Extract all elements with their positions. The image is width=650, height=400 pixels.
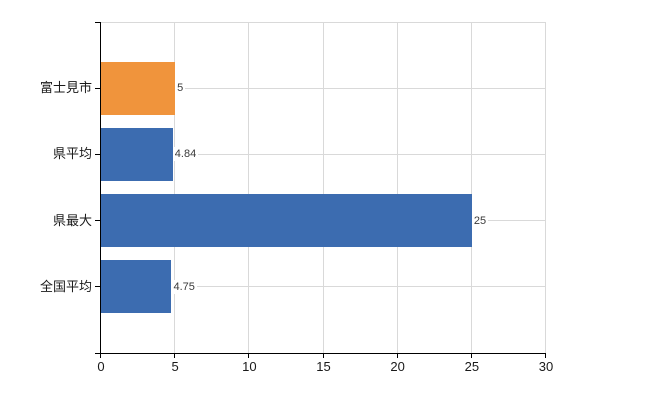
x-tick-label: 25 xyxy=(464,359,480,374)
x-axis-tick xyxy=(322,354,324,358)
plot-top-border xyxy=(101,22,546,23)
horizontal-gridline xyxy=(101,87,546,89)
vertical-gridline xyxy=(545,22,546,353)
vertical-gridline xyxy=(248,22,250,353)
value-label: 4.75 xyxy=(171,279,197,294)
category-tick xyxy=(95,153,101,155)
category-label: 全国平均 xyxy=(39,278,92,294)
value-label: 5 xyxy=(175,81,186,96)
x-axis-tick xyxy=(470,354,472,358)
x-axis-tick xyxy=(100,354,101,358)
x-tick-label: 5 xyxy=(171,359,179,374)
vertical-gridline xyxy=(322,22,324,353)
x-tick-label: 10 xyxy=(242,359,257,374)
value-label: 4.84 xyxy=(172,147,199,162)
category-tick xyxy=(95,286,101,288)
x-tick-label: 0 xyxy=(97,359,105,374)
vertical-gridline xyxy=(174,22,176,353)
x-axis xyxy=(95,353,546,354)
plot-area: 5 4.84 25 4.75 xyxy=(101,22,546,353)
bar xyxy=(101,61,176,115)
bar xyxy=(101,194,472,248)
value-label: 25 xyxy=(471,213,489,228)
x-axis-tick xyxy=(545,354,546,358)
y-axis-end-tick xyxy=(95,22,101,23)
y-axis-end-tick xyxy=(95,353,101,354)
category-label: 富士見市 xyxy=(39,80,92,96)
bar xyxy=(101,127,173,181)
category-tick xyxy=(95,87,101,89)
bar xyxy=(101,260,172,314)
x-axis-tick xyxy=(396,354,398,358)
category-label: 県平均 xyxy=(52,146,92,162)
category-tick xyxy=(95,220,101,222)
x-tick-label: 30 xyxy=(538,359,554,374)
x-axis-tick xyxy=(248,354,250,358)
horizontal-gridline xyxy=(101,286,546,288)
x-tick-label: 15 xyxy=(316,359,331,374)
y-axis xyxy=(100,22,101,354)
vertical-gridline xyxy=(396,22,398,353)
horizontal-gridline xyxy=(101,153,546,155)
category-label: 県最大 xyxy=(52,212,92,228)
x-axis-tick xyxy=(174,354,176,358)
x-tick-label: 20 xyxy=(390,359,405,374)
vertical-gridline xyxy=(470,22,472,353)
